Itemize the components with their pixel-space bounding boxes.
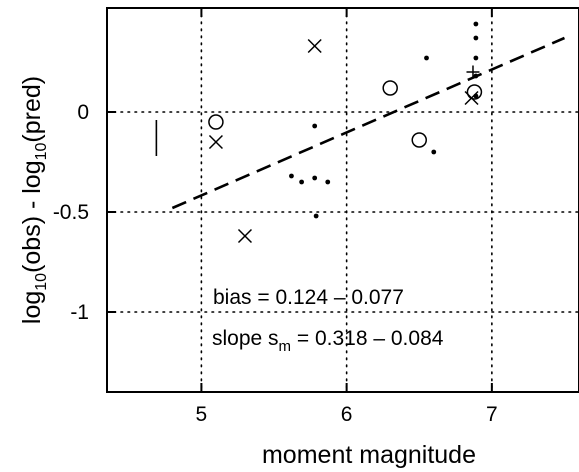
annotation-slope-prefix: slope s [212,327,279,350]
dot-point [431,149,437,155]
x-point [237,228,252,244]
dot-point [473,73,479,79]
dot-point [473,35,479,41]
dot-point [313,213,319,219]
circle-point [208,114,224,130]
x-point-stroke [237,228,252,244]
grid [106,7,579,393]
y-title-sub-1: 10 [33,273,50,291]
x-point [208,134,223,150]
y-tick-label: 0 [77,101,89,124]
y-title-part-2: (obs) - log [18,160,46,273]
x-point [307,38,322,54]
fit-line [171,36,565,210]
x-tick-label: 6 [341,403,353,426]
dot-point [289,173,294,179]
y-axis-title: log10(obs) - log10(pred) [18,76,50,324]
dot-point [473,55,479,61]
dot-point [424,55,429,61]
y-title-part-1: log [18,291,46,324]
x-axis-title: moment magnitude [262,441,476,469]
y-title-part-3: (pred) [18,76,46,143]
plus-point [466,65,480,79]
x-point-stroke [307,38,322,54]
circle-point [411,132,427,148]
x-point-stroke [208,134,223,150]
annotation-slope: slope sm = 0.318 – 0.084 [212,327,444,355]
axis-ticks: 5 6 7 0 -0.5 -1 [53,8,498,426]
annotation-bias: bias = 0.124 – 0.077 [213,286,404,309]
annotation-slope-subscript: m [279,338,292,355]
plot-frame [106,7,579,393]
x-tick-label: 7 [486,403,498,426]
dot-point [299,179,305,185]
circle-point [382,80,398,96]
dot-point [312,123,318,129]
y-tick-label: -0.5 [53,201,89,224]
dot-point [312,175,318,181]
circle-point [466,84,483,100]
data-markers [155,21,565,244]
annotation-slope-value: = 0.318 – 0.084 [291,327,444,350]
dot-point [473,21,479,27]
y-tick-label: -1 [70,301,89,324]
dot-point [325,179,331,185]
x-tick-label: 5 [196,403,208,426]
y-title-sub-2: 10 [33,142,50,160]
